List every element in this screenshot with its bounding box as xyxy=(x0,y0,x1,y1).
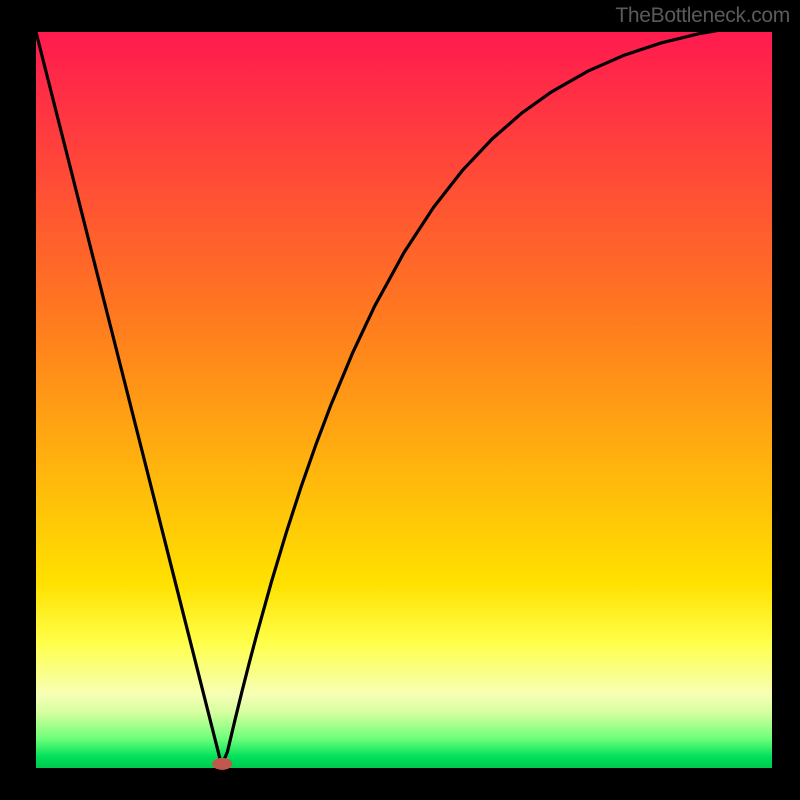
bottleneck-curve xyxy=(36,23,772,764)
curve-overlay xyxy=(0,0,800,800)
minimum-marker xyxy=(212,758,232,770)
watermark-text: TheBottleneck.com xyxy=(615,4,790,28)
